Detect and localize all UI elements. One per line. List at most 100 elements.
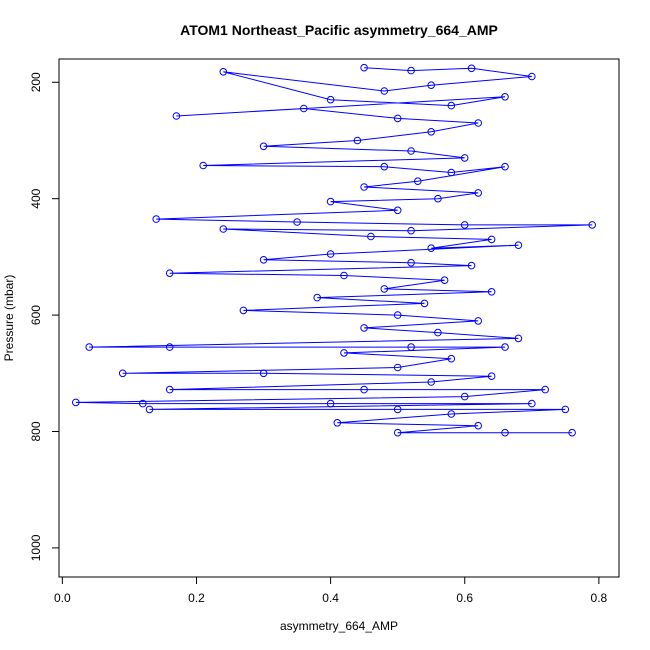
data-point bbox=[474, 317, 483, 325]
data-point bbox=[487, 372, 496, 381]
data-point bbox=[447, 410, 456, 418]
data-point bbox=[165, 269, 174, 278]
plot-area bbox=[72, 63, 597, 437]
data-point bbox=[333, 419, 342, 427]
data-point bbox=[326, 95, 335, 104]
data-point bbox=[467, 261, 476, 270]
data-point bbox=[427, 244, 436, 252]
data-point bbox=[393, 114, 402, 123]
data-point bbox=[72, 398, 80, 407]
data-point bbox=[528, 399, 536, 408]
data-point bbox=[360, 324, 368, 332]
y-tick-label: 800 bbox=[29, 421, 43, 441]
data-point bbox=[199, 161, 207, 170]
data-point bbox=[219, 225, 228, 233]
data-point bbox=[152, 215, 160, 223]
data-point bbox=[561, 405, 570, 414]
data-point bbox=[393, 405, 402, 414]
data-point bbox=[474, 189, 483, 197]
data-point bbox=[239, 306, 248, 315]
data-point bbox=[360, 385, 368, 394]
chart-title: ATOM1 Northeast_Pacific asymmetry_664_AM… bbox=[180, 22, 498, 38]
data-point bbox=[501, 428, 509, 437]
y-axis: 200 400 600 800 1000 bbox=[29, 72, 60, 561]
x-axis-label: asymmetry_664_AMP bbox=[280, 619, 398, 633]
data-point bbox=[407, 66, 415, 75]
data-point bbox=[407, 258, 415, 267]
data-point bbox=[118, 369, 127, 378]
data-point bbox=[440, 276, 449, 285]
data-point bbox=[139, 399, 147, 408]
data-point bbox=[172, 112, 181, 120]
data-point bbox=[360, 63, 368, 72]
data-point bbox=[514, 334, 523, 343]
data-point bbox=[380, 285, 389, 293]
data-point bbox=[393, 206, 402, 215]
data-point bbox=[501, 343, 509, 351]
x-tick-label: 0.2 bbox=[188, 591, 205, 605]
data-point bbox=[353, 136, 362, 145]
data-point bbox=[568, 428, 576, 437]
data-point bbox=[326, 399, 335, 408]
x-tick-label: 0.8 bbox=[591, 591, 608, 605]
x-axis: 0.0 0.2 0.4 0.6 0.8 bbox=[54, 576, 608, 605]
data-point bbox=[367, 232, 375, 241]
data-point bbox=[460, 221, 469, 229]
data-point bbox=[85, 343, 93, 351]
data-point bbox=[420, 299, 429, 308]
data-point bbox=[393, 363, 402, 372]
data-point bbox=[541, 385, 550, 394]
data-point bbox=[165, 385, 174, 394]
data-point bbox=[393, 428, 402, 437]
data-point bbox=[165, 343, 174, 351]
data-point bbox=[313, 293, 322, 302]
y-tick-label: 1000 bbox=[29, 534, 43, 561]
data-point bbox=[259, 142, 268, 151]
data-point bbox=[447, 168, 456, 177]
data-point bbox=[300, 104, 308, 113]
data-point bbox=[460, 154, 469, 162]
data-point bbox=[340, 349, 348, 357]
data-point bbox=[474, 421, 483, 430]
data-point bbox=[588, 221, 597, 229]
data-point bbox=[219, 68, 228, 76]
data-point bbox=[340, 271, 348, 280]
data-point bbox=[407, 147, 415, 155]
data-point bbox=[145, 405, 154, 414]
x-tick-label: 0.4 bbox=[322, 591, 339, 605]
data-point bbox=[514, 241, 523, 249]
data-point bbox=[380, 87, 389, 95]
data-point bbox=[380, 162, 389, 171]
x-tick-label: 0.0 bbox=[54, 591, 71, 605]
data-point bbox=[427, 378, 436, 386]
data-point bbox=[414, 177, 422, 185]
data-point bbox=[259, 256, 268, 264]
x-tick-label: 0.6 bbox=[456, 591, 473, 605]
data-point bbox=[474, 119, 483, 127]
y-tick-label: 200 bbox=[29, 72, 43, 92]
data-point bbox=[427, 128, 436, 136]
data-point bbox=[293, 218, 301, 226]
data-point bbox=[326, 197, 335, 206]
data-point bbox=[360, 183, 368, 191]
data-point bbox=[501, 93, 509, 101]
data-point bbox=[528, 72, 536, 81]
data-point bbox=[407, 343, 415, 351]
data-point bbox=[460, 392, 469, 401]
y-tick-label: 600 bbox=[29, 305, 43, 325]
data-point bbox=[393, 311, 402, 319]
data-point bbox=[259, 369, 268, 378]
y-tick-label: 400 bbox=[29, 188, 43, 208]
data-point bbox=[487, 288, 496, 296]
data-point bbox=[447, 101, 456, 110]
data-point bbox=[501, 162, 509, 171]
series-line bbox=[75, 67, 593, 434]
data-point bbox=[487, 235, 496, 244]
data-point bbox=[407, 226, 415, 235]
data-point bbox=[467, 64, 476, 73]
data-point bbox=[447, 354, 456, 363]
data-point bbox=[434, 194, 442, 203]
data-point bbox=[427, 81, 436, 89]
data-point bbox=[326, 250, 335, 258]
